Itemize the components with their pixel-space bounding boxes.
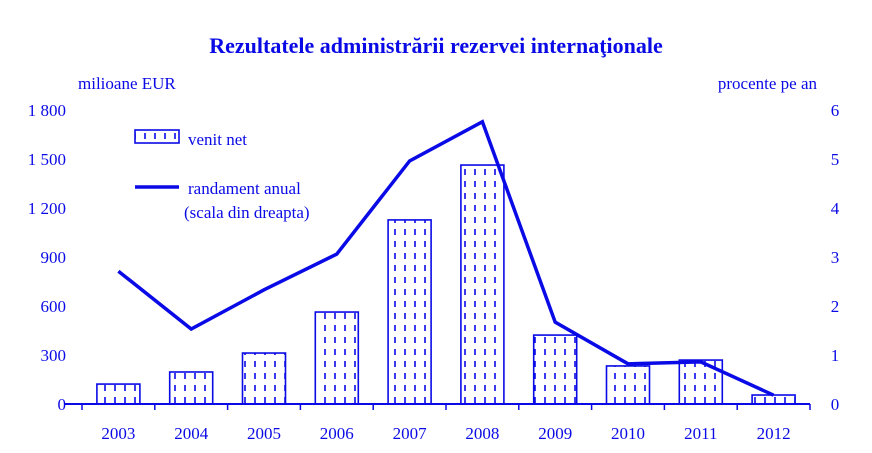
legend-label-randament: randament anual <box>188 179 301 198</box>
bar-2007 <box>387 219 432 405</box>
right-axis-label: procente pe an <box>718 74 818 93</box>
legend: venit net randament anual (scala din dre… <box>134 129 310 222</box>
y-tick-label: 900 <box>41 248 67 267</box>
bar-2008 <box>460 164 505 405</box>
bar-2006 <box>314 311 360 405</box>
bar-2012 <box>751 394 796 405</box>
chart-title: Rezultatele administrării rezervei inter… <box>209 33 663 58</box>
x-tick-label: 2003 <box>101 424 135 443</box>
y2-tick-label: 2 <box>831 297 840 316</box>
legend-bar-swatch <box>134 129 180 144</box>
bar-2011 <box>678 359 724 405</box>
legend-label-venit-net: venit net <box>188 130 247 149</box>
line-randament-anual <box>117 119 775 397</box>
y-tick-label: 600 <box>41 297 67 316</box>
y-tick-label: 1 500 <box>28 150 66 169</box>
bar-2010 <box>605 365 651 405</box>
bar-2009 <box>532 334 578 405</box>
y2-tick-label: 4 <box>831 199 840 218</box>
x-tick-label: 2006 <box>320 424 354 443</box>
x-tick-label: 2009 <box>538 424 572 443</box>
y2-tick-label: 0 <box>831 395 840 414</box>
bar-2004 <box>168 371 214 405</box>
y2-tick-label: 6 <box>831 101 840 120</box>
x-tick-label: 2008 <box>465 424 499 443</box>
x-tick-label: 2007 <box>393 424 428 443</box>
y2-tick-label: 5 <box>831 150 840 169</box>
y-tick-label: 1 200 <box>28 199 66 218</box>
y-tick-label: 1 800 <box>28 101 66 120</box>
bar-2005 <box>241 352 287 405</box>
y-tick-label: 0 <box>58 395 67 414</box>
x-tick-label: 2012 <box>757 424 791 443</box>
legend-label-randament-note: (scala din dreapta) <box>184 203 310 222</box>
y-tick-label: 300 <box>41 346 67 365</box>
x-tick-label: 2010 <box>611 424 645 443</box>
x-tick-label: 2011 <box>684 424 717 443</box>
x-tick-label: 2004 <box>174 424 209 443</box>
bar-2003 <box>96 383 141 405</box>
x-tick-label: 2005 <box>247 424 281 443</box>
y2-tick-label: 3 <box>831 248 840 267</box>
left-axis-label: milioane EUR <box>78 74 176 93</box>
y2-tick-label: 1 <box>831 346 840 365</box>
